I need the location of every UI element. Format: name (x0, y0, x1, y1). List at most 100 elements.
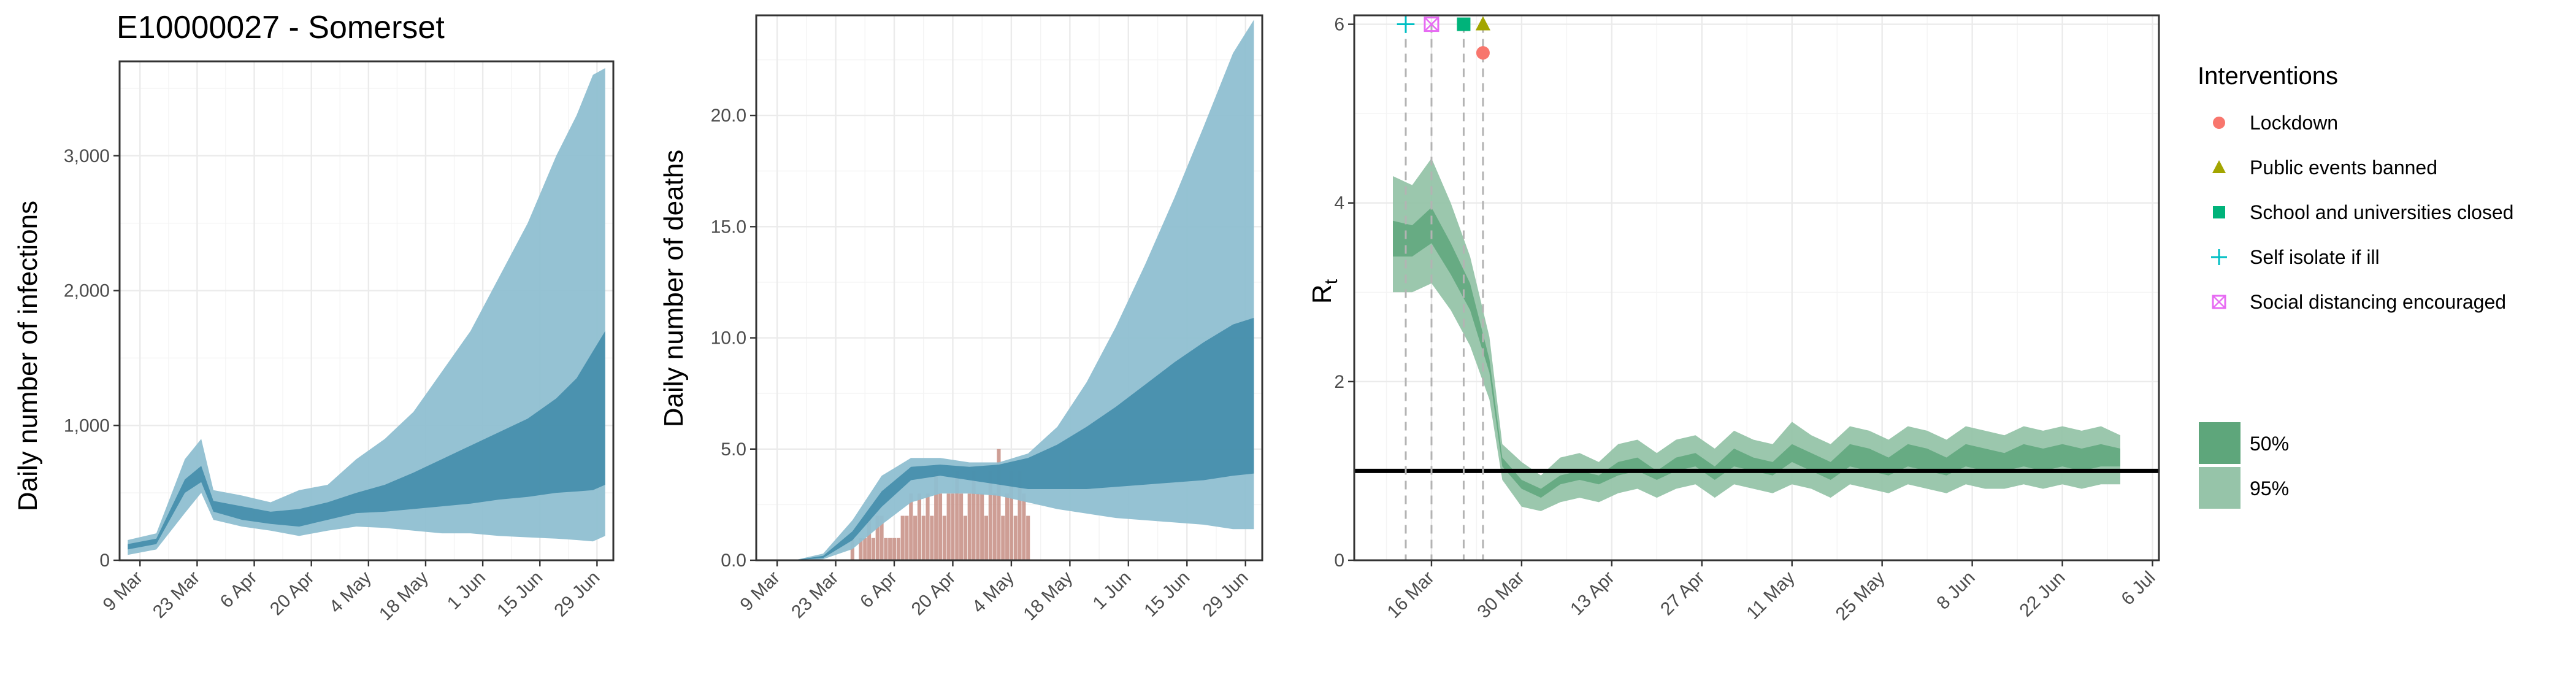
observed-deaths-bar (1005, 493, 1010, 560)
observed-deaths-bar (967, 493, 972, 560)
legend-interval-label: 95% (2250, 477, 2289, 500)
legend-intervention-label: Social distancing encouraged (2250, 291, 2506, 313)
observed-deaths-bar (997, 449, 1001, 560)
legend-interval-swatch (2199, 467, 2241, 509)
rt-x-tick-label: 6 Jul (2117, 568, 2159, 609)
infections-panel: E10000027 - Somerset Daily number of inf… (13, 10, 615, 625)
observed-deaths-bar (951, 493, 955, 560)
infections-y-axis-title: Daily number of infections (13, 201, 43, 511)
legend-intervention-marker-circle (2213, 117, 2225, 129)
observed-deaths-bar (900, 515, 905, 560)
observed-deaths-bar (972, 471, 976, 560)
rt-x-tick-label: 11 May (1742, 568, 1798, 623)
rt-x-tick-label: 13 Apr (1566, 568, 1619, 620)
legend-interval-items: 50% 95% (2199, 422, 2289, 509)
rt-band-95 (1393, 158, 2120, 511)
intervention-marker-triangle (1475, 16, 1491, 31)
infections-x-tick-label: 1 Jun (443, 568, 489, 614)
legend: Interventions Lockdown Public events bann… (2198, 63, 2513, 509)
deaths-x-tick-label: 15 Jun (1140, 568, 1194, 621)
observed-deaths-bar (884, 538, 888, 560)
rt-x-tick-label: 30 Mar (1473, 568, 1528, 622)
deaths-plot-area: 9 Mar 23 Mar 6 Apr 20 Apr 4 May 18 May 1 Jun 15… (711, 14, 1263, 625)
infections-y-tick-label: 0 (99, 550, 110, 571)
observed-deaths-bar (988, 471, 992, 560)
deaths-x-tick-label: 6 Apr (856, 568, 901, 612)
infections-chart-title: E10000027 - Somerset (117, 10, 445, 45)
deaths-y-axis-title: Daily number of deaths (659, 150, 689, 427)
infections-band-95 (128, 68, 605, 555)
rt-y-tick-label: 2 (1334, 372, 1344, 392)
legend-intervention-label: Lockdown (2250, 112, 2338, 134)
intervention-marker-plus (1397, 15, 1415, 33)
legend-intervention-item: Public events banned (2212, 156, 2437, 179)
rt-x-tick-label: 27 Apr (1657, 568, 1709, 620)
deaths-y-tick-label: 20.0 (711, 106, 746, 126)
observed-deaths-bar (1022, 493, 1026, 560)
legend-interval-item: 95% (2199, 467, 2289, 509)
rt-band-50 (1393, 207, 2120, 498)
observed-deaths-bar (1001, 515, 1005, 560)
deaths-y-tick-label: 0.0 (721, 550, 746, 571)
legend-intervention-label: School and universities closed (2250, 201, 2513, 223)
observed-deaths-bar (976, 493, 980, 560)
deaths-x-tick-label: 20 Apr (908, 568, 960, 620)
observed-deaths-bar (863, 538, 867, 560)
infections-x-tick-label: 20 Apr (266, 568, 318, 620)
deaths-x-tick-label: 9 Mar (736, 568, 784, 615)
deaths-x-tick-label: 4 May (968, 568, 1018, 617)
observed-deaths-bar (955, 471, 959, 560)
observed-deaths-bar (980, 493, 984, 560)
infections-plot-area: 9 Mar 23 Mar 6 Apr 20 Apr 4 May 18 May 1 Jun 15… (64, 60, 615, 625)
legend-interval-swatch (2199, 422, 2241, 464)
infections-y-tick-label: 3,000 (64, 146, 110, 166)
observed-deaths-bar (942, 515, 946, 560)
rt-panel-border (1353, 14, 2160, 561)
observed-deaths-bar (921, 515, 926, 560)
rt-y-axis-subscript: t (1321, 279, 1341, 284)
legend-intervention-item: Social distancing encouraged (2212, 291, 2506, 313)
deaths-y-tick-label: 5.0 (721, 439, 746, 460)
rt-y-tick-label: 6 (1334, 15, 1344, 35)
observed-deaths-bar (963, 515, 967, 560)
observed-deaths-bar (867, 515, 872, 560)
deaths-x-tick-label: 29 Jun (1199, 568, 1252, 621)
deaths-x-tick-label: 23 Mar (788, 568, 842, 622)
rt-y-tick-label: 4 (1334, 193, 1344, 214)
legend-intervention-marker-square (2213, 206, 2225, 218)
infections-band-50 (128, 331, 605, 550)
observed-deaths-bar (938, 493, 943, 560)
deaths-x-tick-label: 18 May (1019, 568, 1076, 625)
rt-plot-area: 16 Mar 30 Mar 13 Apr 27 Apr 11 May 25 May 8 Ju… (1334, 14, 2160, 625)
infections-x-tick-label: 23 Mar (149, 568, 204, 622)
observed-deaths-bar (926, 493, 930, 560)
legend-intervention-marker-plus (2211, 249, 2227, 265)
rt-y-axis-letter: R (1307, 284, 1337, 304)
deaths-y-tick-label: 10.0 (711, 328, 746, 349)
infections-x-tick-label: 4 May (326, 568, 375, 617)
legend-intervention-marker-triangle (2212, 160, 2226, 173)
deaths-panel-border (755, 14, 1263, 561)
rt-x-tick-label: 22 Jun (2015, 568, 2069, 621)
infections-x-tick-label: 9 Mar (99, 568, 147, 615)
legend-interval-item: 50% (2199, 422, 2289, 464)
observed-deaths-bar (875, 515, 880, 560)
legend-title-interventions: Interventions (2198, 63, 2338, 90)
infections-y-tick-label: 2,000 (64, 281, 110, 301)
infections-x-tick-label: 29 Jun (550, 568, 604, 621)
observed-deaths-bar (959, 493, 964, 560)
intervention-marker-square-x (1424, 17, 1439, 33)
intervention-marker-circle (1476, 46, 1490, 60)
legend-intervention-item: Self isolate if ill (2211, 246, 2380, 268)
observed-deaths-bar (984, 515, 989, 560)
legend-intervention-label: Public events banned (2250, 156, 2437, 179)
observed-deaths-bar (917, 493, 921, 560)
deaths-panel: Daily number of deaths 9 Mar 23 Mar 6 Apr 2… (659, 14, 1263, 625)
legend-intervention-items: Lockdown Public events banned School and u… (2211, 112, 2513, 313)
observed-deaths-bar (880, 515, 884, 560)
observed-deaths-bar (1009, 471, 1013, 560)
observed-deaths-bar (1026, 515, 1030, 560)
legend-interval-label: 50% (2250, 433, 2289, 455)
observed-deaths-bar (913, 515, 918, 560)
